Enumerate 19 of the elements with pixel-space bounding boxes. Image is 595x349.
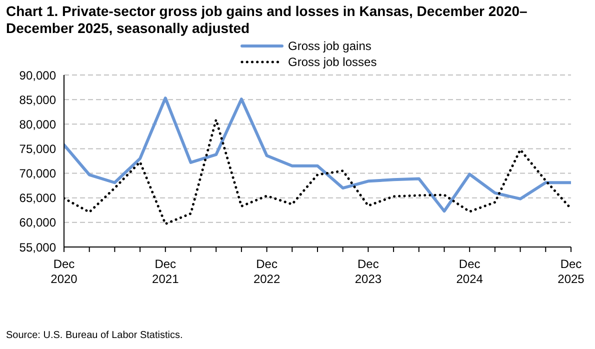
chart-title: Chart 1. Private-sector gross job gains and losses in Kansas, December 2020–December 2025, seasonally adjusted [6, 3, 528, 37]
y-tick-label: 65,000 [19, 191, 56, 206]
x-tick-label: Dec 2024 [456, 257, 484, 286]
y-tick-label: 60,000 [19, 216, 56, 230]
line-series [64, 96, 571, 213]
y-tick-label: 75,000 [19, 142, 56, 156]
y-tick-label: 80,000 [19, 117, 56, 132]
legend-label: Gross job losses [288, 54, 377, 70]
y-tick-label: 90,000 [19, 68, 56, 82]
x-tick-label: Dec 2022 [253, 257, 280, 286]
x-tick-label: Dec 2020 [50, 257, 78, 286]
y-tick-label: 85,000 [19, 92, 56, 107]
x-tick-label: Dec 2021 [152, 257, 180, 286]
source-note: Source: U.S. Bureau of Labor Statistics. [6, 330, 183, 341]
y-tick-label: 70,000 [19, 166, 56, 181]
y-tick-label: 55,000 [19, 240, 56, 254]
x-tick-label: Dec 2023 [354, 257, 382, 286]
legend-label: Gross job gains [288, 38, 372, 54]
x-tick-label: Dec 2025 [558, 257, 585, 286]
